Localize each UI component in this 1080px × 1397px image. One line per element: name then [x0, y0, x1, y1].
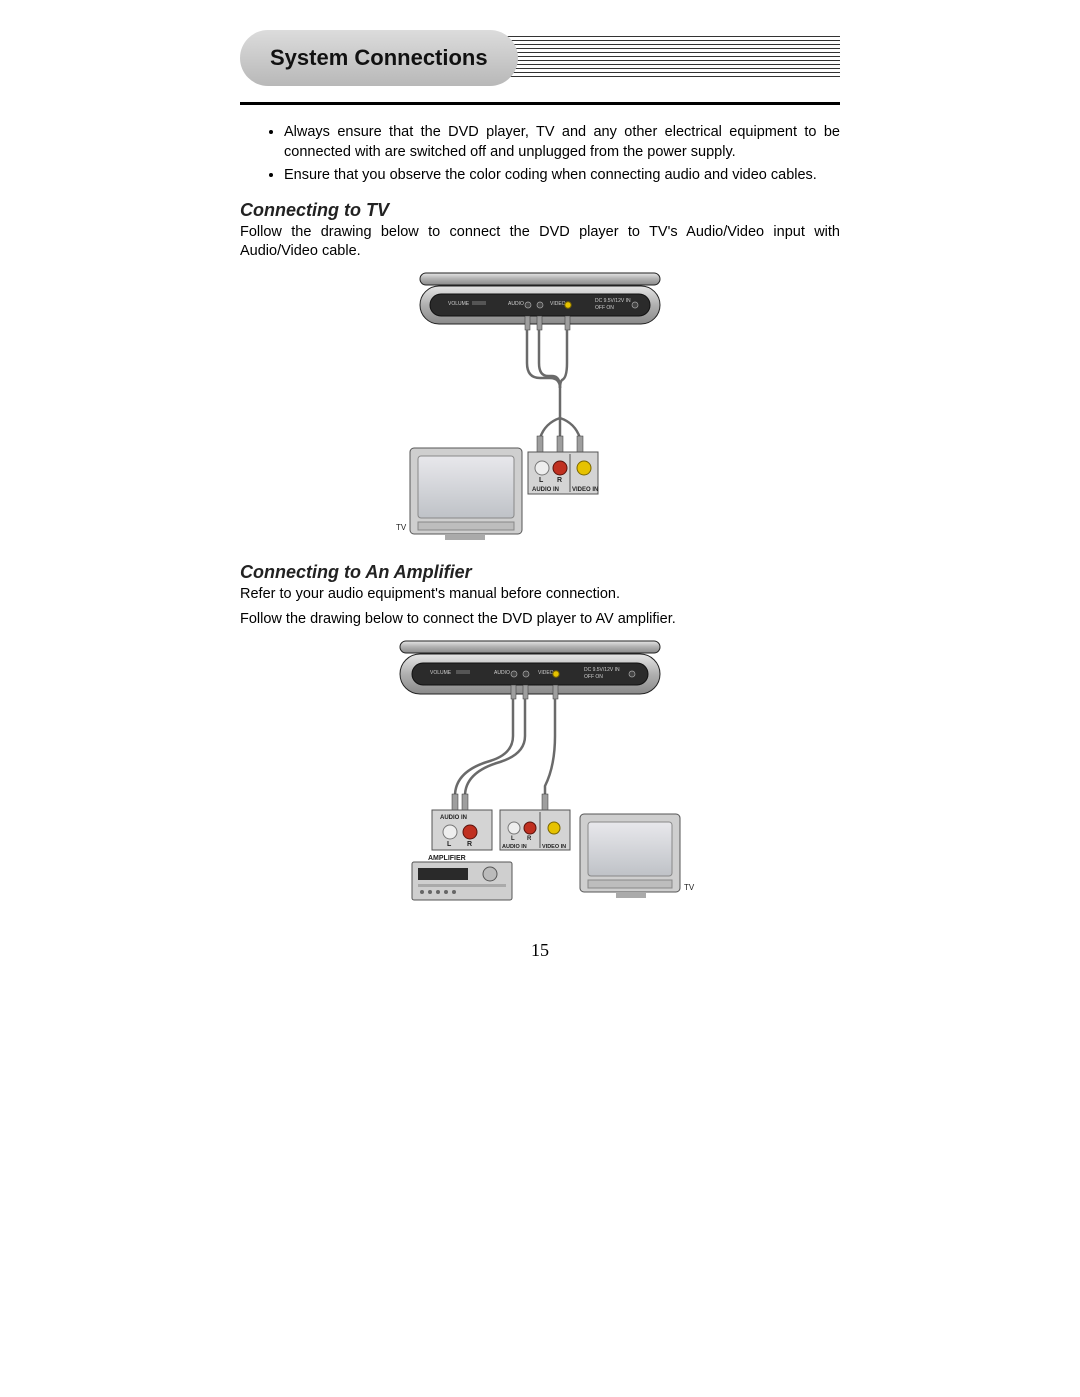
dvd-video-label: VIDEO — [550, 301, 566, 307]
amp-panel-l: L — [447, 841, 452, 848]
diagram-amp-svg: VOLUME AUDIO VIDEO DC 9.5V/12V IN OFF ON — [370, 636, 710, 926]
dvd-dc-label: DC 9.5V/12V IN — [584, 667, 620, 673]
section-amp-text2: Follow the drawing below to connect the … — [240, 610, 840, 630]
tv-panel-audio-in: AUDIO IN — [502, 844, 527, 850]
tv-set-icon: TV — [396, 448, 522, 540]
diagram-tv-connection: VOLUME AUDIO VIDEO DC 9.5V/12V IN OFF ON — [240, 268, 840, 548]
tv-panel-l: L — [539, 477, 544, 484]
diagram-amp-connection: VOLUME AUDIO VIDEO DC 9.5V/12V IN OFF ON — [240, 636, 840, 926]
dvd-dc-label: DC 9.5V/12V IN — [595, 298, 631, 304]
tv-input-panel-icon: L R AUDIO IN VIDEO IN — [528, 452, 598, 494]
tv-panel-video-in: VIDEO IN — [542, 844, 566, 850]
tv-panel-r: R — [557, 477, 562, 484]
tv-set-icon: TV — [580, 814, 695, 898]
bullet-item: Always ensure that the DVD player, TV an… — [284, 123, 840, 162]
page-title: System Connections — [270, 45, 488, 71]
tv-label: TV — [396, 523, 407, 532]
dvd-audio-label: AUDIO — [494, 670, 510, 676]
page-number: 15 — [240, 940, 840, 961]
tv-panel-video-in: VIDEO IN — [572, 487, 598, 493]
dvd-offon-label: OFF ON — [595, 305, 614, 311]
amp-input-panel-icon: AUDIO IN L R — [432, 810, 492, 850]
tv-panel-l: L — [511, 836, 515, 842]
dvd-offon-label: OFF ON — [584, 674, 603, 680]
dvd-video-label: VIDEO — [538, 670, 554, 676]
amp-panel-audio-in: AUDIO IN — [440, 815, 467, 821]
av-cable-icon — [452, 685, 558, 810]
amplifier-unit-icon — [412, 862, 512, 900]
tv-label: TV — [684, 883, 695, 892]
section-heading-tv: Connecting to TV — [240, 200, 840, 221]
section-heading-amp: Connecting to An Amplifier — [240, 562, 840, 583]
tv-input-panel-icon: L R AUDIO IN VIDEO IN — [500, 810, 570, 850]
bullet-item: Ensure that you observe the color coding… — [284, 166, 840, 186]
dvd-volume-label: VOLUME — [448, 301, 470, 307]
dvd-player-icon: VOLUME AUDIO VIDEO DC 9.5V/12V IN OFF ON — [400, 641, 660, 694]
header-rule — [240, 102, 840, 105]
tv-panel-r: R — [527, 836, 532, 842]
amp-panel-r: R — [467, 841, 472, 848]
amplifier-label: AMPLIFIER — [428, 855, 466, 862]
diagram-tv-svg: VOLUME AUDIO VIDEO DC 9.5V/12V IN OFF ON — [390, 268, 690, 548]
section-amp-text1: Refer to your audio equipment's manual b… — [240, 585, 840, 605]
dvd-volume-label: VOLUME — [430, 670, 452, 676]
tv-panel-audio-in: AUDIO IN — [532, 487, 559, 493]
header-decorative-lines — [490, 36, 840, 80]
dvd-audio-label: AUDIO — [508, 301, 524, 307]
section-tv-text: Follow the drawing below to connect the … — [240, 223, 840, 262]
caution-bullet-list: Always ensure that the DVD player, TV an… — [240, 123, 840, 186]
page-title-pill: System Connections — [240, 30, 518, 86]
manual-page: System Connections Always ensure that th… — [0, 0, 1080, 1397]
header-band: System Connections — [240, 30, 840, 92]
av-cable-icon — [525, 316, 583, 452]
